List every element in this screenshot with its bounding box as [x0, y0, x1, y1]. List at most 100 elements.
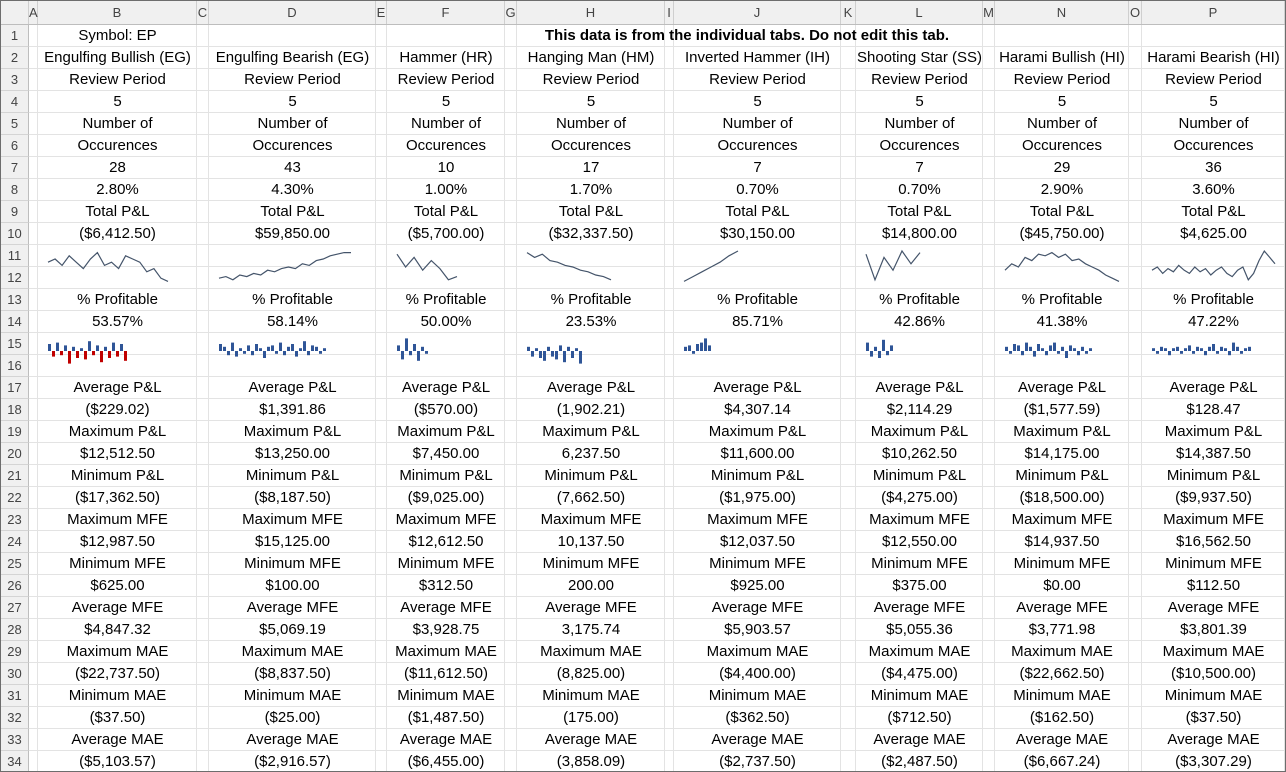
- review-period-label[interactable]: Review Period: [244, 71, 341, 88]
- stat-value[interactable]: ($8,187.50): [254, 489, 331, 506]
- row-header-7[interactable]: 7: [1, 157, 29, 179]
- column-header-n[interactable]: N: [995, 1, 1129, 24]
- stat-label[interactable]: Maximum MFE: [540, 511, 642, 528]
- row-header-23[interactable]: 23: [1, 509, 29, 531]
- occurrences-label[interactable]: Occurences: [717, 137, 798, 154]
- stat-value[interactable]: (175.00): [563, 709, 619, 726]
- total-pl-value[interactable]: ($32,337.50): [548, 225, 634, 242]
- column-header-m[interactable]: M: [983, 1, 995, 24]
- stat-label[interactable]: Minimum MAE: [397, 687, 495, 704]
- occurrences-count[interactable]: 7: [915, 159, 924, 176]
- occurrences-percent[interactable]: 2.90%: [1040, 181, 1084, 198]
- column-header-d[interactable]: D: [209, 1, 376, 24]
- column-header-l[interactable]: L: [856, 1, 983, 24]
- row-header-30[interactable]: 30: [1, 663, 29, 685]
- stat-label[interactable]: Average MFE: [71, 599, 164, 616]
- column-header-j[interactable]: J: [674, 1, 841, 24]
- stat-value[interactable]: ($6,455.00): [407, 753, 485, 770]
- stat-value[interactable]: ($229.02): [85, 401, 150, 418]
- stat-value[interactable]: $3,771.98: [1028, 621, 1096, 638]
- stat-label[interactable]: Minimum MFE: [542, 555, 640, 572]
- stat-label[interactable]: Average P&L: [73, 379, 162, 396]
- stat-value[interactable]: $14,387.50: [1175, 445, 1252, 462]
- stat-label[interactable]: Maximum MAE: [241, 643, 344, 660]
- stat-label[interactable]: Average P&L: [401, 379, 491, 396]
- stat-label[interactable]: Minimum P&L: [245, 467, 340, 484]
- stat-value[interactable]: $10,262.50: [881, 445, 958, 462]
- stat-value[interactable]: ($9,937.50): [1175, 489, 1252, 506]
- stat-value[interactable]: ($1,577.59): [1023, 401, 1101, 418]
- column-header-a[interactable]: A: [29, 1, 38, 24]
- stat-value[interactable]: ($11,612.50): [404, 665, 488, 682]
- total-pl-label[interactable]: Total P&L: [1181, 203, 1246, 220]
- stat-value[interactable]: $375.00: [892, 577, 947, 594]
- stat-value[interactable]: (7,662.50): [556, 489, 626, 506]
- total-pl-label[interactable]: Total P&L: [887, 203, 952, 220]
- review-period-label[interactable]: Review Period: [69, 71, 166, 88]
- row-header-17[interactable]: 17: [1, 377, 29, 399]
- occurrences-percent[interactable]: 0.70%: [736, 181, 779, 198]
- stat-label[interactable]: Minimum MFE: [69, 555, 166, 572]
- total-pl-value[interactable]: ($6,412.50): [79, 225, 156, 242]
- stat-label[interactable]: Minimum MFE: [1013, 555, 1111, 572]
- occurrences-percent[interactable]: 0.70%: [898, 181, 941, 198]
- stat-value[interactable]: 200.00: [568, 577, 614, 594]
- stat-label[interactable]: Minimum MAE: [870, 687, 969, 704]
- stat-value[interactable]: $16,562.50: [1175, 533, 1252, 550]
- row-header-24[interactable]: 24: [1, 531, 29, 553]
- review-period-value[interactable]: 5: [113, 93, 122, 110]
- stat-value[interactable]: ($1,487.50): [407, 709, 485, 726]
- stat-label[interactable]: Average P&L: [1169, 379, 1258, 396]
- total-pl-value[interactable]: ($45,750.00): [1019, 225, 1105, 242]
- stat-label[interactable]: Maximum P&L: [68, 423, 167, 440]
- row-header-3[interactable]: 3: [1, 69, 29, 91]
- review-period-value[interactable]: 5: [753, 93, 762, 110]
- stat-label[interactable]: Maximum MFE: [1011, 511, 1113, 528]
- row-header-22[interactable]: 22: [1, 487, 29, 509]
- stat-label[interactable]: Maximum P&L: [542, 423, 640, 440]
- row-header-32[interactable]: 32: [1, 707, 29, 729]
- stat-label[interactable]: Average P&L: [875, 379, 964, 396]
- occurrences-label[interactable]: Occurences: [1021, 137, 1103, 154]
- stat-label[interactable]: Minimum P&L: [872, 467, 967, 484]
- column-header-c[interactable]: C: [197, 1, 209, 24]
- row-header-33[interactable]: 33: [1, 729, 29, 751]
- occurrences-label[interactable]: Number of: [1178, 115, 1249, 132]
- cell-grid[interactable]: Symbol: EP This data is from the individu…: [29, 25, 1285, 771]
- stat-label[interactable]: Average MFE: [246, 599, 339, 616]
- row-header-16[interactable]: 16: [1, 355, 29, 377]
- total-pl-label[interactable]: Total P&L: [260, 203, 325, 220]
- occurrences-percent[interactable]: 1.00%: [424, 181, 468, 198]
- stat-label[interactable]: Average MFE: [711, 599, 804, 616]
- stat-label[interactable]: Maximum MFE: [1163, 511, 1264, 528]
- stat-value[interactable]: $5,903.57: [724, 621, 791, 638]
- stat-value[interactable]: $12,037.50: [719, 533, 796, 550]
- stat-label[interactable]: Minimum MAE: [243, 687, 342, 704]
- pct-profitable-value[interactable]: 41.38%: [1036, 313, 1088, 330]
- stat-value[interactable]: $12,987.50: [79, 533, 156, 550]
- stat-value[interactable]: $7,450.00: [412, 445, 480, 462]
- stat-label[interactable]: Minimum P&L: [399, 467, 493, 484]
- row-header-34[interactable]: 34: [1, 751, 29, 771]
- stat-value[interactable]: ($10,500.00): [1170, 665, 1257, 682]
- review-period-value[interactable]: 5: [586, 93, 596, 110]
- stat-value[interactable]: 10,137.50: [557, 533, 625, 550]
- stat-label[interactable]: Maximum MAE: [66, 643, 169, 660]
- row-header-4[interactable]: 4: [1, 91, 29, 113]
- pattern-name[interactable]: Inverted Hammer (IH): [684, 49, 831, 66]
- stat-label[interactable]: Minimum MAE: [1013, 687, 1111, 704]
- stat-value[interactable]: ($3,307.29): [1175, 753, 1252, 770]
- stat-label[interactable]: Average MAE: [711, 731, 804, 748]
- stat-label[interactable]: Average P&L: [713, 379, 802, 396]
- row-header-2[interactable]: 2: [1, 47, 29, 69]
- stat-value[interactable]: $100.00: [265, 577, 320, 594]
- row-header-31[interactable]: 31: [1, 685, 29, 707]
- stat-value[interactable]: ($4,475.00): [881, 665, 958, 682]
- total-pl-label[interactable]: Total P&L: [85, 203, 150, 220]
- stat-label[interactable]: Maximum P&L: [1164, 423, 1263, 440]
- row-header-21[interactable]: 21: [1, 465, 29, 487]
- stat-value[interactable]: $312.50: [418, 577, 474, 594]
- stat-value[interactable]: ($18,500.00): [1019, 489, 1105, 506]
- row-header-15[interactable]: 15: [1, 333, 29, 355]
